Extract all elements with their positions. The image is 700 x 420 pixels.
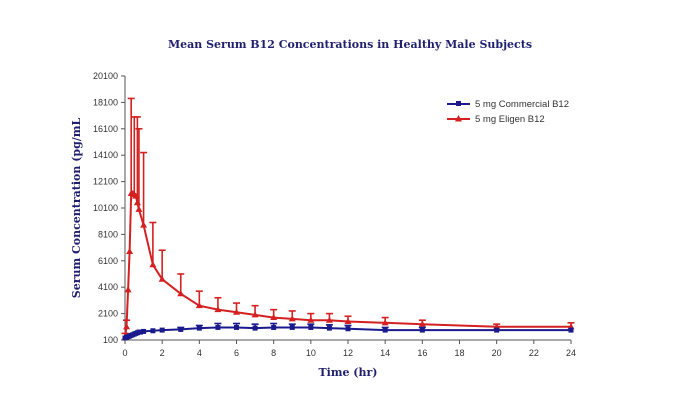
data-point <box>133 199 141 206</box>
y-tick-label: 10100 <box>93 203 118 213</box>
x-tick-label: 10 <box>306 348 316 358</box>
x-tick-label: 2 <box>160 348 165 358</box>
data-point <box>123 323 131 330</box>
data-point <box>215 324 221 330</box>
series-commercial <box>122 322 574 341</box>
data-point <box>214 306 222 313</box>
data-point <box>196 325 202 331</box>
y-tick-label: 20100 <box>93 71 118 81</box>
plot-area <box>121 97 575 341</box>
data-point <box>141 328 147 334</box>
data-point <box>234 324 239 330</box>
data-point <box>325 316 333 323</box>
y-tick-label: 100 <box>103 335 118 345</box>
x-tick-label: 4 <box>197 348 202 358</box>
x-tick-label: 20 <box>492 348 502 358</box>
data-point <box>382 327 388 333</box>
legend-label-commercial: 5 mg Commercial B12 <box>475 99 569 110</box>
legend-item-commercial: 5 mg Commercial B12 <box>447 99 569 110</box>
data-point <box>137 329 143 335</box>
data-point <box>233 308 240 315</box>
data-point <box>252 325 258 331</box>
y-axis-title: Serum Concentration (pg/mL <box>70 118 83 299</box>
y-tick-label: 14100 <box>93 150 118 160</box>
data-point <box>326 325 332 331</box>
y-tick-label: 12100 <box>93 177 118 187</box>
legend-item-eligen: 5 mg Eligen B12 <box>447 114 545 125</box>
data-point <box>178 326 184 332</box>
data-point <box>308 324 314 330</box>
data-point <box>124 286 132 293</box>
data-point <box>307 316 315 323</box>
y-tick-label: 6100 <box>98 256 118 266</box>
data-point <box>140 221 148 228</box>
y-axis: 100 2100 4100 6100 8100 10100 12100 14100 16100 1… <box>93 71 126 345</box>
data-point <box>159 327 165 333</box>
y-tick-label: 4100 <box>98 282 118 292</box>
y-tick-label: 16100 <box>93 124 118 134</box>
x-tick-label: 18 <box>454 348 464 358</box>
legend-label-eligen: 5 mg Eligen B12 <box>475 114 545 125</box>
data-point <box>149 261 157 268</box>
y-tick-label: 8100 <box>98 229 118 239</box>
x-axis-title: Time (hr) <box>318 366 377 379</box>
data-point <box>345 326 351 332</box>
data-point <box>126 248 134 255</box>
data-point <box>271 324 277 330</box>
data-point <box>381 319 389 326</box>
data-point <box>177 290 185 297</box>
data-point <box>150 328 156 334</box>
data-point <box>251 311 259 318</box>
y-tick-label: 2100 <box>98 309 118 319</box>
data-point <box>270 314 278 321</box>
chart-title: Mean Serum B12 Concentrations in Healthy… <box>168 38 532 51</box>
x-tick-label: 6 <box>234 348 239 358</box>
x-tick-label: 12 <box>343 348 353 358</box>
x-tick-label: 14 <box>380 348 390 358</box>
x-tick-label: 8 <box>271 348 276 358</box>
x-tick-label: 16 <box>417 348 427 358</box>
x-tick-label: 24 <box>566 348 576 358</box>
data-point <box>568 327 574 333</box>
data-point <box>195 302 203 309</box>
data-point <box>344 318 352 325</box>
data-point <box>158 275 166 282</box>
legend-marker-square <box>456 101 461 106</box>
x-tick-label: 0 <box>122 348 127 358</box>
x-axis: 0 2 4 6 8 10 12 14 16 18 20 22 24 <box>122 339 576 358</box>
data-point <box>289 324 295 330</box>
data-point <box>418 320 426 327</box>
data-point <box>132 192 140 199</box>
y-tick-label: 18100 <box>93 97 118 107</box>
data-point <box>419 327 425 333</box>
series-eligen <box>121 97 575 340</box>
x-tick-label: 22 <box>529 348 539 358</box>
legend: 5 mg Commercial B12 5 mg Eligen B12 <box>447 99 569 125</box>
data-point <box>135 205 143 212</box>
data-point <box>288 315 296 322</box>
legend-marker-triangle <box>455 115 462 122</box>
data-point <box>494 327 500 333</box>
